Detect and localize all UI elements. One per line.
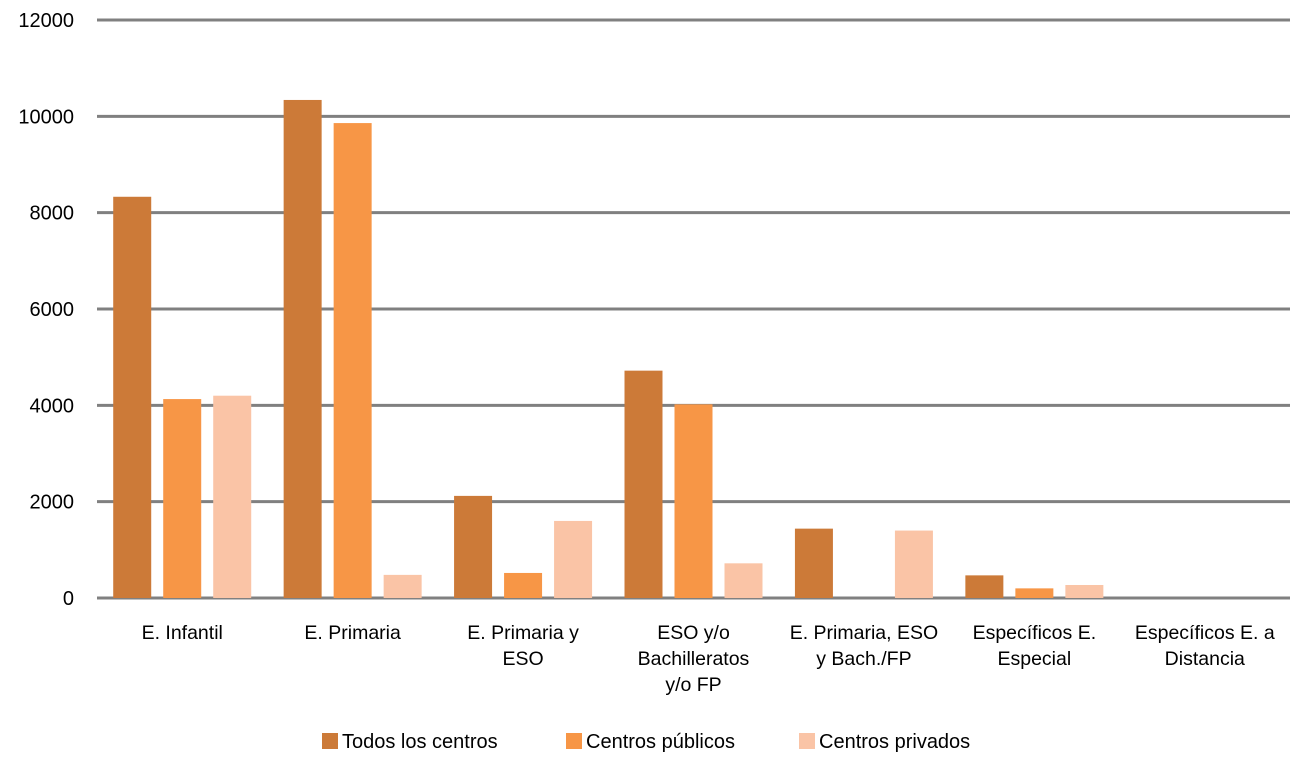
y-tick-label: 2000 xyxy=(30,492,75,514)
y-tick-label: 0 xyxy=(63,588,74,610)
x-tick-label-line: Específicos E. a xyxy=(1135,622,1275,644)
bar xyxy=(674,404,713,598)
x-tick-label-line: y Bach./FP xyxy=(816,648,911,670)
x-tick-label-line: Especial xyxy=(997,648,1071,670)
legend-swatch xyxy=(566,733,582,749)
x-tick-label-line: Bachilleratos xyxy=(638,648,750,670)
x-tick-label: E. Infantil xyxy=(142,622,223,644)
bar xyxy=(163,399,202,598)
bar xyxy=(724,563,763,598)
y-tick-label: 8000 xyxy=(30,203,75,225)
x-tick-label: ESO y/o Bachilleratos y/o FP xyxy=(638,622,750,696)
x-tick-label: Específicos E. a Distancia xyxy=(1135,622,1275,670)
bar xyxy=(794,528,833,598)
bar xyxy=(454,495,493,598)
x-tick-label: E. Primaria xyxy=(304,622,401,644)
bar xyxy=(333,123,372,599)
legend-label: Todos los centros xyxy=(342,731,498,753)
legend-label: Centros privados xyxy=(819,731,970,753)
y-tick-label: 4000 xyxy=(30,395,75,417)
legend-label: Centros públicos xyxy=(586,731,735,753)
legend-swatch xyxy=(799,733,815,749)
bar xyxy=(965,575,1004,598)
y-axis-tick-labels: 0 2000 4000 6000 8000 10000 12000 xyxy=(18,10,74,610)
bar xyxy=(554,520,593,598)
x-tick-label-line: Específicos E. xyxy=(973,622,1097,644)
x-tick-label-line: ESO xyxy=(502,648,543,670)
x-tick-label: E. Primaria, ESO y Bach./FP xyxy=(790,622,938,670)
bar xyxy=(624,370,663,598)
bar xyxy=(113,196,152,598)
x-axis-tick-labels: E. Infantil E. Primaria E. Primaria y ESO ES… xyxy=(142,622,1275,696)
bar xyxy=(213,395,252,598)
bar xyxy=(383,574,422,598)
x-tick-label-line: E. Primaria y xyxy=(467,622,579,644)
bar xyxy=(1065,584,1104,598)
legend: Todos los centros Centros públicos Centros… xyxy=(322,731,970,753)
bar xyxy=(283,99,322,598)
y-tick-label: 6000 xyxy=(30,299,75,321)
x-tick-label: E. Primaria y ESO xyxy=(467,622,579,670)
x-tick-label: Específicos E. Especial xyxy=(973,622,1097,670)
bar xyxy=(1015,588,1054,598)
y-tick-label: 12000 xyxy=(18,10,74,32)
x-tick-label-line: ESO y/o xyxy=(657,622,730,644)
y-tick-label: 10000 xyxy=(18,106,74,128)
legend-swatch xyxy=(322,733,338,749)
x-tick-label-line: E. Primaria, ESO xyxy=(790,622,938,644)
bar xyxy=(504,572,543,598)
x-tick-label-line: E. Primaria xyxy=(304,622,401,644)
bars xyxy=(113,99,1104,599)
x-tick-label-line: Distancia xyxy=(1165,648,1245,670)
x-tick-label-line: E. Infantil xyxy=(142,622,223,644)
bar xyxy=(894,530,933,598)
x-tick-label-line: y/o FP xyxy=(665,674,721,696)
